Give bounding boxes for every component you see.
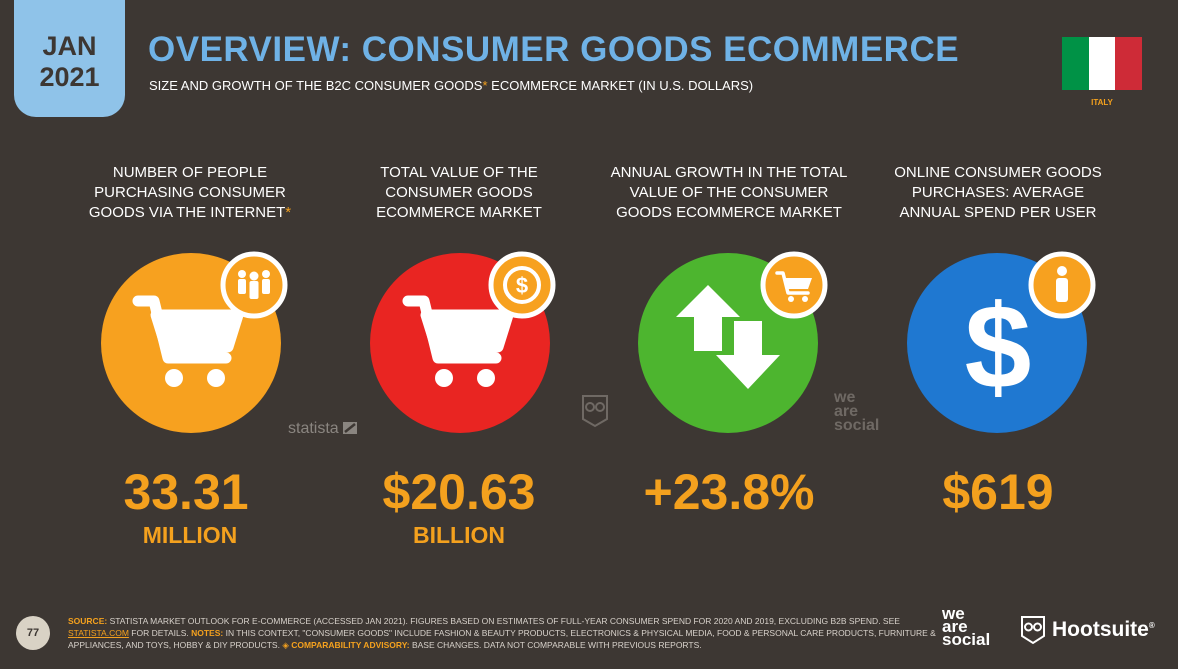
wearesocial-line: we — [834, 389, 856, 406]
kpi-value-people: 33.31 — [123, 464, 249, 520]
dollar-sign-icon: $ — [965, 280, 1032, 414]
statista-logo-text: statista — [288, 420, 339, 437]
kpi-label-asterisk: * — [285, 204, 292, 221]
wearesocial-line: are — [834, 403, 859, 420]
shopping-cart-icon — [760, 251, 828, 319]
kpi-label-line: ANNUAL GROWTH IN THE TOTAL — [610, 164, 848, 181]
kpi-label-market-value: TOTAL VALUE OF THE CONSUMER GOODS ECOMME… — [339, 163, 579, 223]
subtitle-asterisk: * — [482, 78, 488, 93]
subtitle-text-2: ECOMMERCE MARKET (IN U.S. DOLLARS) — [487, 78, 754, 93]
page-subtitle: SIZE AND GROWTH OF THE B2C CONSUMER GOOD… — [149, 78, 753, 93]
kpi-label-growth: ANNUAL GROWTH IN THE TOTAL VALUE OF THE … — [609, 163, 849, 223]
shopping-cart-circle — [101, 251, 288, 433]
statista-logo-icon — [343, 422, 358, 434]
page-title: OVERVIEW: CONSUMER GOODS ECOMMERCE — [148, 30, 960, 69]
kpi-label-line: PURCHASING CONSUMER — [94, 184, 286, 201]
statista-watermark: statista — [288, 420, 358, 438]
kpi-label-line: TOTAL VALUE OF THE — [380, 164, 538, 181]
hootsuite-logo: Hootsuite® — [1020, 615, 1155, 645]
kpi-label-line: ONLINE CONSUMER GOODS — [894, 164, 1102, 181]
country-label: ITALY — [1091, 98, 1113, 107]
kpi-label-line: GOODS ECOMMERCE MARKET — [616, 204, 842, 221]
flag-stripe-white — [1088, 37, 1116, 90]
kpi-value-spend: $619 — [942, 464, 1054, 520]
wearesocial-line: are — [942, 617, 968, 636]
kpi-value-market-value: $20.63 — [382, 464, 536, 520]
wearesocial-line: social — [834, 417, 880, 434]
kpi-label-people: NUMBER OF PEOPLE PURCHASING CONSUMER GOO… — [70, 163, 310, 223]
wearesocial-watermark: we are social — [834, 389, 880, 434]
notes-label: NOTES: — [191, 628, 224, 638]
date-badge: JAN 2021 — [14, 0, 125, 117]
kpi-unit-people: MILLION — [142, 522, 238, 548]
kpi-label-line: VALUE OF THE CONSUMER — [629, 184, 829, 201]
date-year: 2021 — [39, 61, 100, 92]
date-month: JAN — [42, 30, 97, 61]
growth-circle — [638, 251, 828, 433]
page-number: 77 — [16, 616, 50, 650]
source-text-2: FOR DETAILS. — [128, 628, 192, 638]
up-down-arrows-icon — [676, 285, 780, 389]
dollar-coin-icon: $ — [488, 251, 556, 319]
kpi-label-line: PURCHASES: AVERAGE — [911, 184, 1085, 201]
kpi-label-line: ECOMMERCE MARKET — [376, 204, 542, 221]
flag-stripe-red — [1115, 37, 1143, 90]
advisory-text: BASE CHANGES. DATA NOT COMPARABLE WITH P… — [409, 640, 702, 650]
italy-flag-icon — [1062, 37, 1143, 90]
kpi-label-line: ANNUAL SPEND PER USER — [899, 204, 1097, 221]
hootsuite-owl-icon — [1021, 616, 1045, 645]
kpi-label-spend: ONLINE CONSUMER GOODS PURCHASES: AVERAGE… — [878, 163, 1118, 223]
svg-text:$: $ — [516, 273, 528, 298]
footnote: SOURCE: STATISTA MARKET OUTLOOK FOR E-CO… — [68, 615, 938, 651]
market-value-circle: $ — [370, 251, 556, 433]
person-icon — [1028, 251, 1096, 319]
flag-stripe-green — [1062, 37, 1089, 90]
kpi-label-line: NUMBER OF PEOPLE — [112, 164, 268, 181]
kpi-unit-market-value: BILLION — [413, 522, 505, 548]
notes-text: IN THIS CONTEXT, "CONSUMER GOODS" INCLUD… — [68, 628, 936, 650]
wearesocial-logo: we are social — [942, 604, 991, 649]
spend-circle: $ — [907, 251, 1096, 433]
hootsuite-owl-watermark-icon — [582, 395, 608, 428]
wearesocial-line: we — [942, 604, 965, 623]
wearesocial-line: social — [942, 630, 991, 649]
shopping-cart-icon — [132, 295, 244, 364]
people-icon — [220, 251, 288, 319]
source-text: STATISTA MARKET OUTLOOK FOR E-COMMERCE (… — [107, 616, 900, 626]
hootsuite-logo-text: Hootsuite® — [1052, 618, 1155, 641]
advisory-label: ◈ COMPARABILITY ADVISORY: — [282, 640, 410, 650]
kpi-label-line: GOODS VIA THE INTERNET — [88, 204, 286, 221]
source-link[interactable]: STATISTA.COM — [68, 628, 129, 638]
subtitle-text: SIZE AND GROWTH OF THE B2C CONSUMER GOOD… — [149, 78, 483, 93]
kpi-label-line: CONSUMER GOODS — [385, 184, 533, 201]
source-label: SOURCE: — [68, 616, 108, 626]
shopping-cart-icon — [402, 295, 514, 364]
kpi-value-growth: +23.8% — [643, 464, 815, 520]
